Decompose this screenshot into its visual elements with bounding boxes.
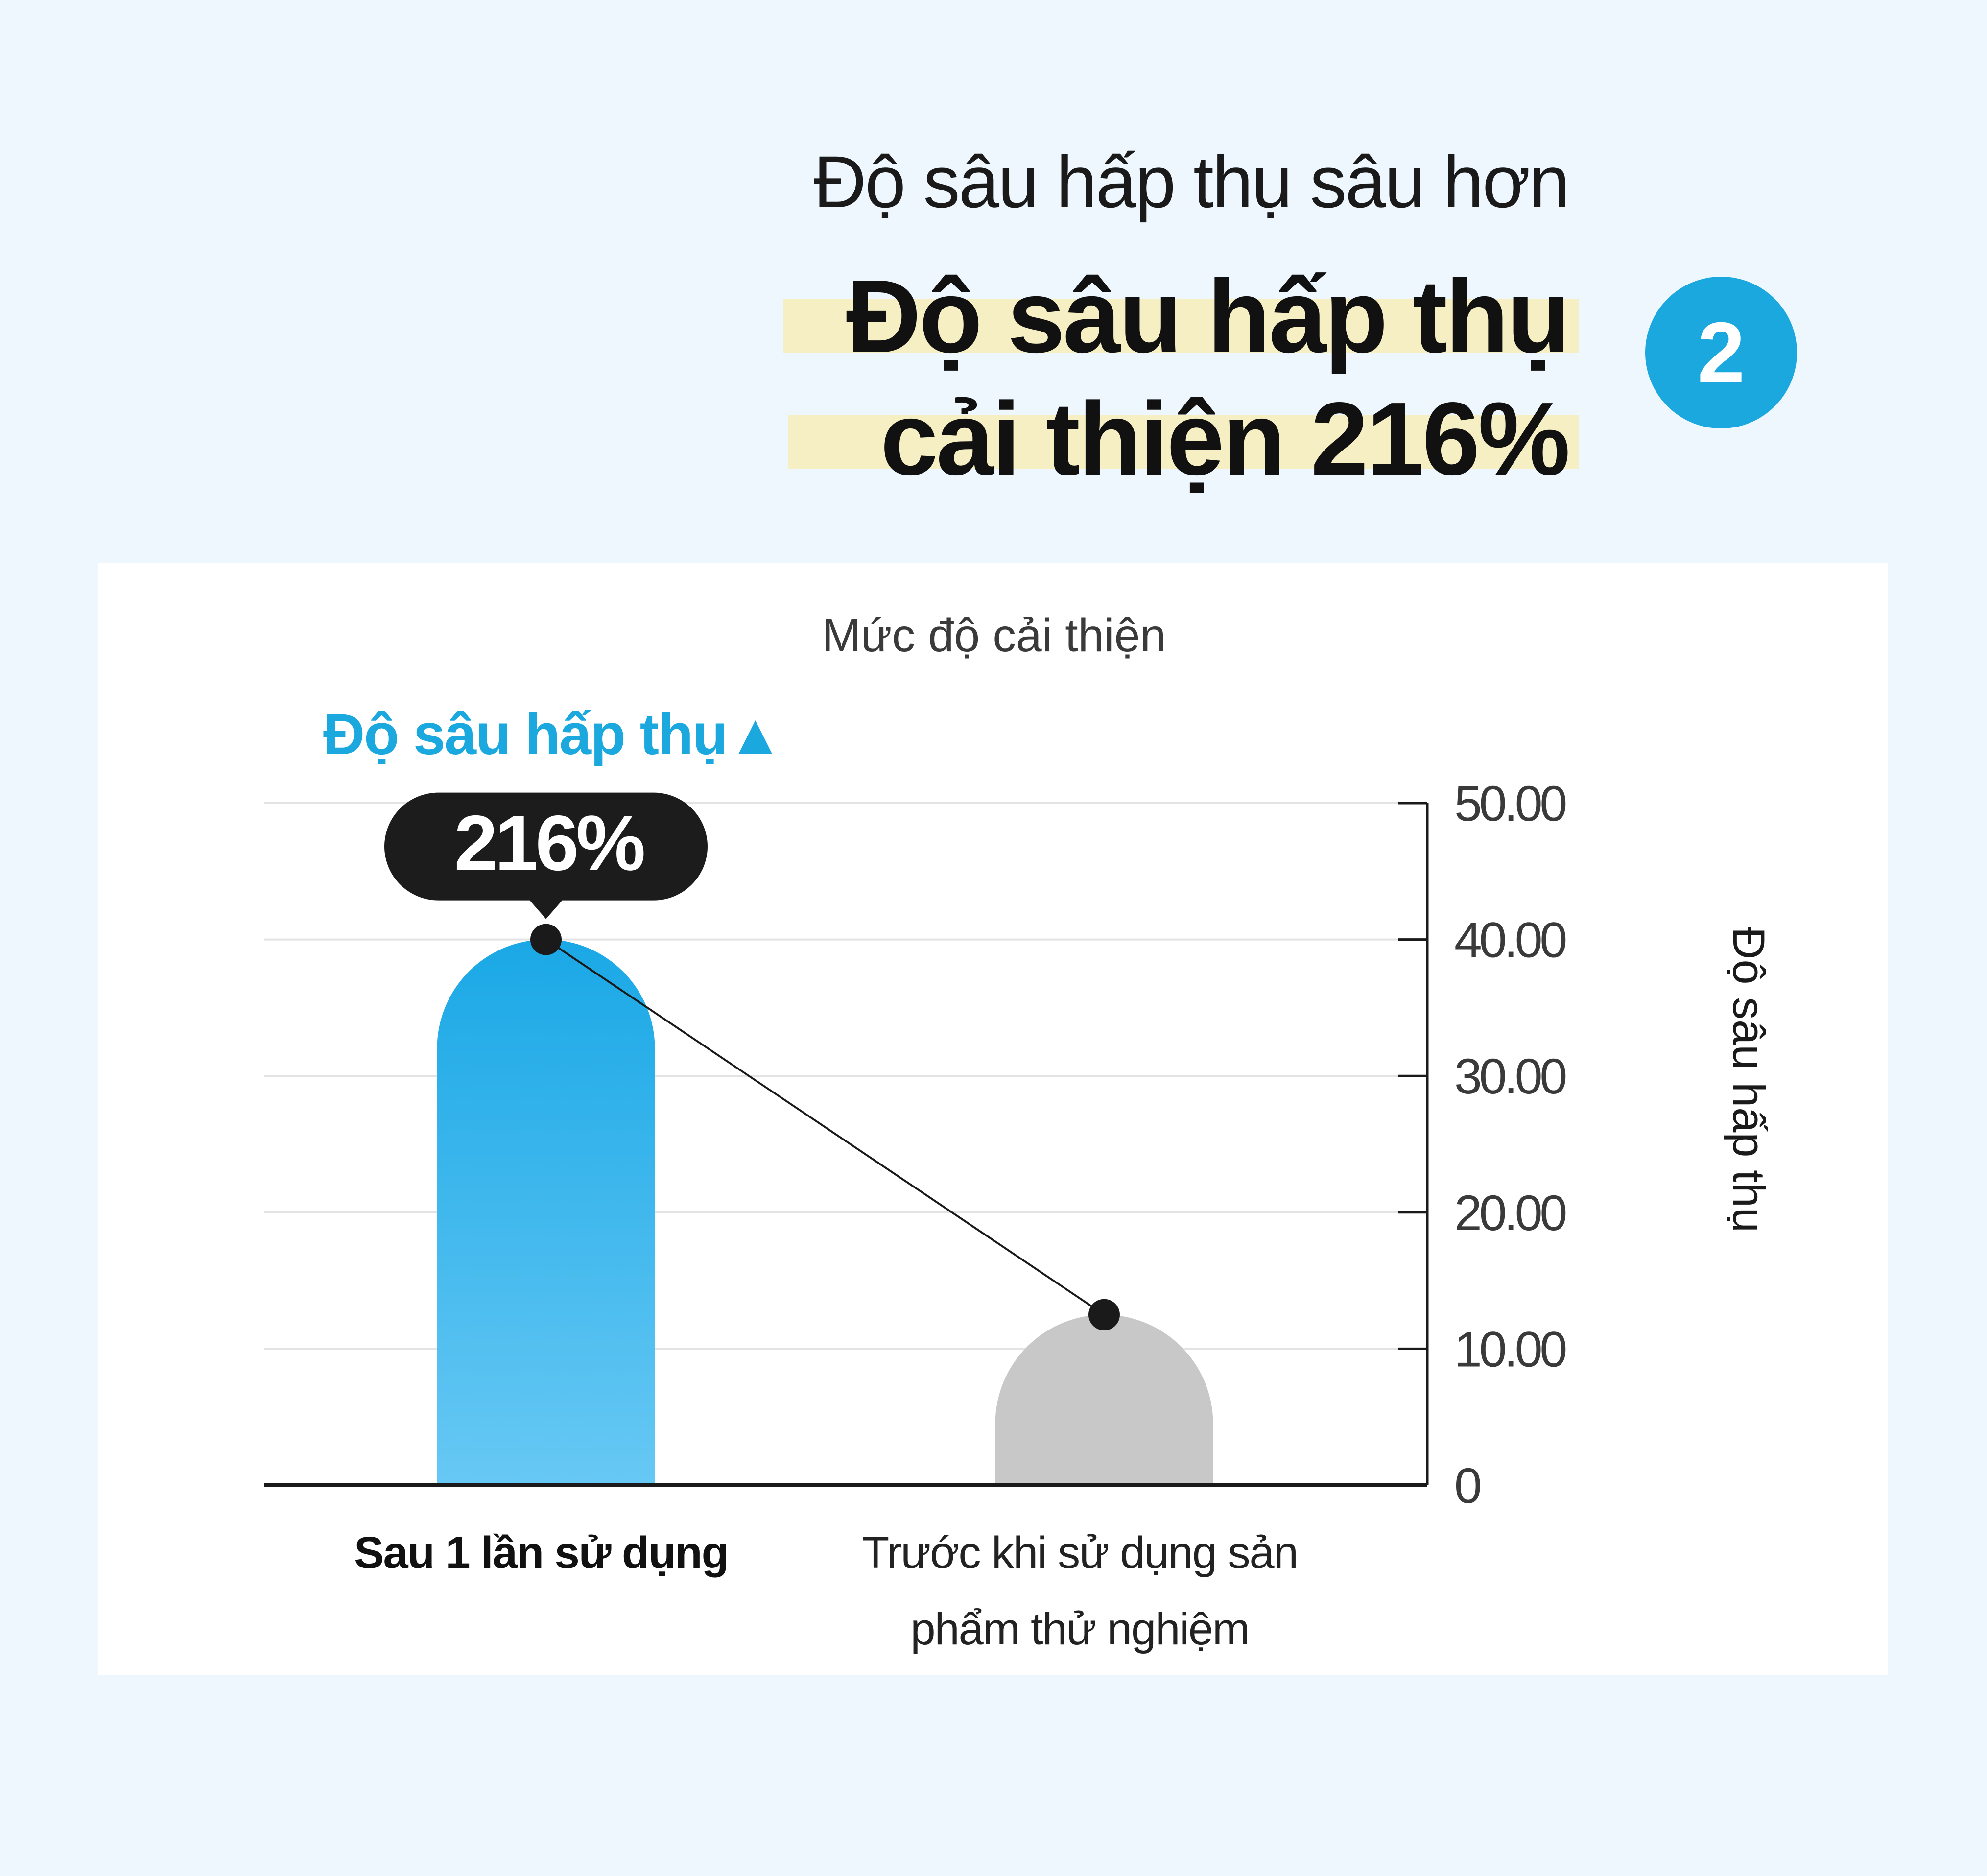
callout-pointer: [529, 900, 563, 919]
x-label-before-use-line-2: phẩm thử nghiệm: [910, 1604, 1249, 1654]
page-subtitle: Độ sâu hấp thụ sâu hơn: [813, 140, 1568, 224]
y-tick-label: 0: [1454, 1458, 1480, 1514]
y-tick-label: 40.00: [1454, 912, 1566, 968]
x-label-after-use: Sau 1 lần sử dụng: [354, 1528, 728, 1578]
y-tick-label: 30.00: [1454, 1048, 1566, 1104]
y-tick-label: 10.00: [1454, 1321, 1566, 1377]
chart-card: Mức độ cải thiện Độ sâu hấp thụ▲ 0 10.00 20.…: [98, 563, 1888, 1675]
y-axis-title: Độ sâu hấp thụ: [1724, 927, 1774, 1233]
chart-title: Mức độ cải thiện: [822, 610, 1166, 662]
page-title-line-2: cải thiện 216%: [880, 387, 1568, 491]
bar-before-use: [995, 1315, 1213, 1485]
series-label: Độ sâu hấp thụ▲: [323, 702, 783, 767]
y-tick-label: 20.00: [1454, 1185, 1566, 1241]
bar-chart: Mức độ cải thiện Độ sâu hấp thụ▲ 0 10.00 20.…: [98, 563, 1888, 1675]
bar-after-use: [437, 940, 655, 1485]
callout-value: 216%: [454, 799, 644, 887]
data-point-before: [1088, 1299, 1120, 1330]
y-tick-label: 50.00: [1454, 776, 1566, 831]
step-number-badge: 2: [1645, 277, 1797, 428]
data-point-after: [530, 924, 562, 955]
page-title-line-1: Độ sâu hấp thụ: [846, 264, 1568, 368]
x-label-before-use-line-1: Trước khi sử dụng sản: [862, 1528, 1298, 1578]
